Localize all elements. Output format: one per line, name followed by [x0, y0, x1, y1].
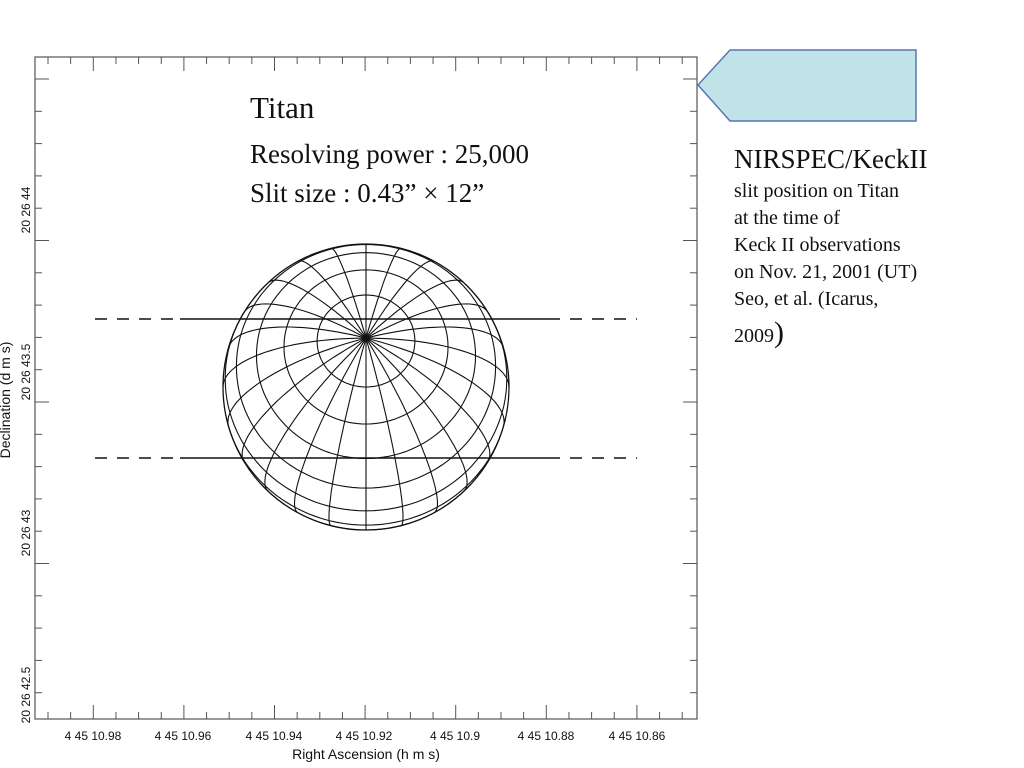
longitude-line [228, 326, 367, 348]
x-tick-label: 4 45 10.88 [518, 729, 575, 743]
slit-size-label: Slit size : 0.43” × 12” [250, 178, 484, 208]
x-tick-label: 4 45 10.96 [155, 729, 212, 743]
longitude-line [241, 337, 367, 462]
caption-line: slit position on Titan [734, 180, 900, 202]
x-tick-label: 4 45 10.9 [430, 729, 480, 743]
caption-close-paren: ) [774, 316, 784, 349]
longitude-line [264, 337, 367, 492]
longitude-line [244, 303, 367, 339]
caption-year: 2009 [734, 325, 774, 347]
target-name: Titan [250, 90, 315, 125]
longitude-line [297, 260, 367, 339]
axis-ticks [35, 57, 697, 719]
y-tick-label: 20 26 43 [19, 509, 33, 556]
longitude-line [365, 337, 439, 514]
plot-frame [34, 56, 698, 720]
longitude-line [227, 337, 367, 427]
pointer-arrow-shape [696, 49, 917, 122]
x-tick-label: 4 45 10.92 [336, 729, 393, 743]
longitude-line [365, 326, 504, 348]
caption-block: NIRSPEC/KeckII slit position on Titan at… [734, 140, 1019, 350]
y-tick-label: 20 26 44 [19, 186, 33, 233]
y-tick-label: 20 26 42.5 [19, 666, 33, 723]
longitude-line [328, 337, 367, 526]
longitude-line [365, 303, 488, 339]
longitude-line [293, 337, 367, 514]
longitude-line [365, 337, 505, 427]
x-tick-label: 4 45 10.94 [246, 729, 303, 743]
longitude-line [365, 337, 491, 462]
x-axis-title: Right Ascension (h m s) [292, 746, 440, 762]
longitude-line [365, 337, 404, 526]
caption-line: on Nov. 21, 2001 (UT) [734, 261, 918, 283]
caption-title: NIRSPEC/KeckII [734, 144, 928, 174]
longitude-line [222, 337, 367, 388]
x-tick-label: 4 45 10.98 [65, 729, 122, 743]
longitude-line [365, 337, 468, 492]
y-axis-title: Declination (d m s) [0, 342, 13, 459]
caption-line: Keck II observations [734, 234, 901, 256]
caption-line: Seo, et al. (Icarus, [734, 288, 879, 310]
longitude-line [365, 260, 435, 339]
resolving-power-label: Resolving power : 25,000 [250, 139, 529, 169]
caption-line: 2009) [734, 316, 1019, 350]
longitude-line [365, 337, 510, 388]
titan-globe [222, 243, 510, 531]
x-tick-label: 4 45 10.86 [609, 729, 666, 743]
longitude-line [331, 247, 367, 339]
longitude-line [365, 247, 401, 339]
y-tick-label: 20 26 43.5 [19, 343, 33, 400]
caption-line: at the time of [734, 207, 841, 229]
slit-edges [95, 318, 637, 459]
